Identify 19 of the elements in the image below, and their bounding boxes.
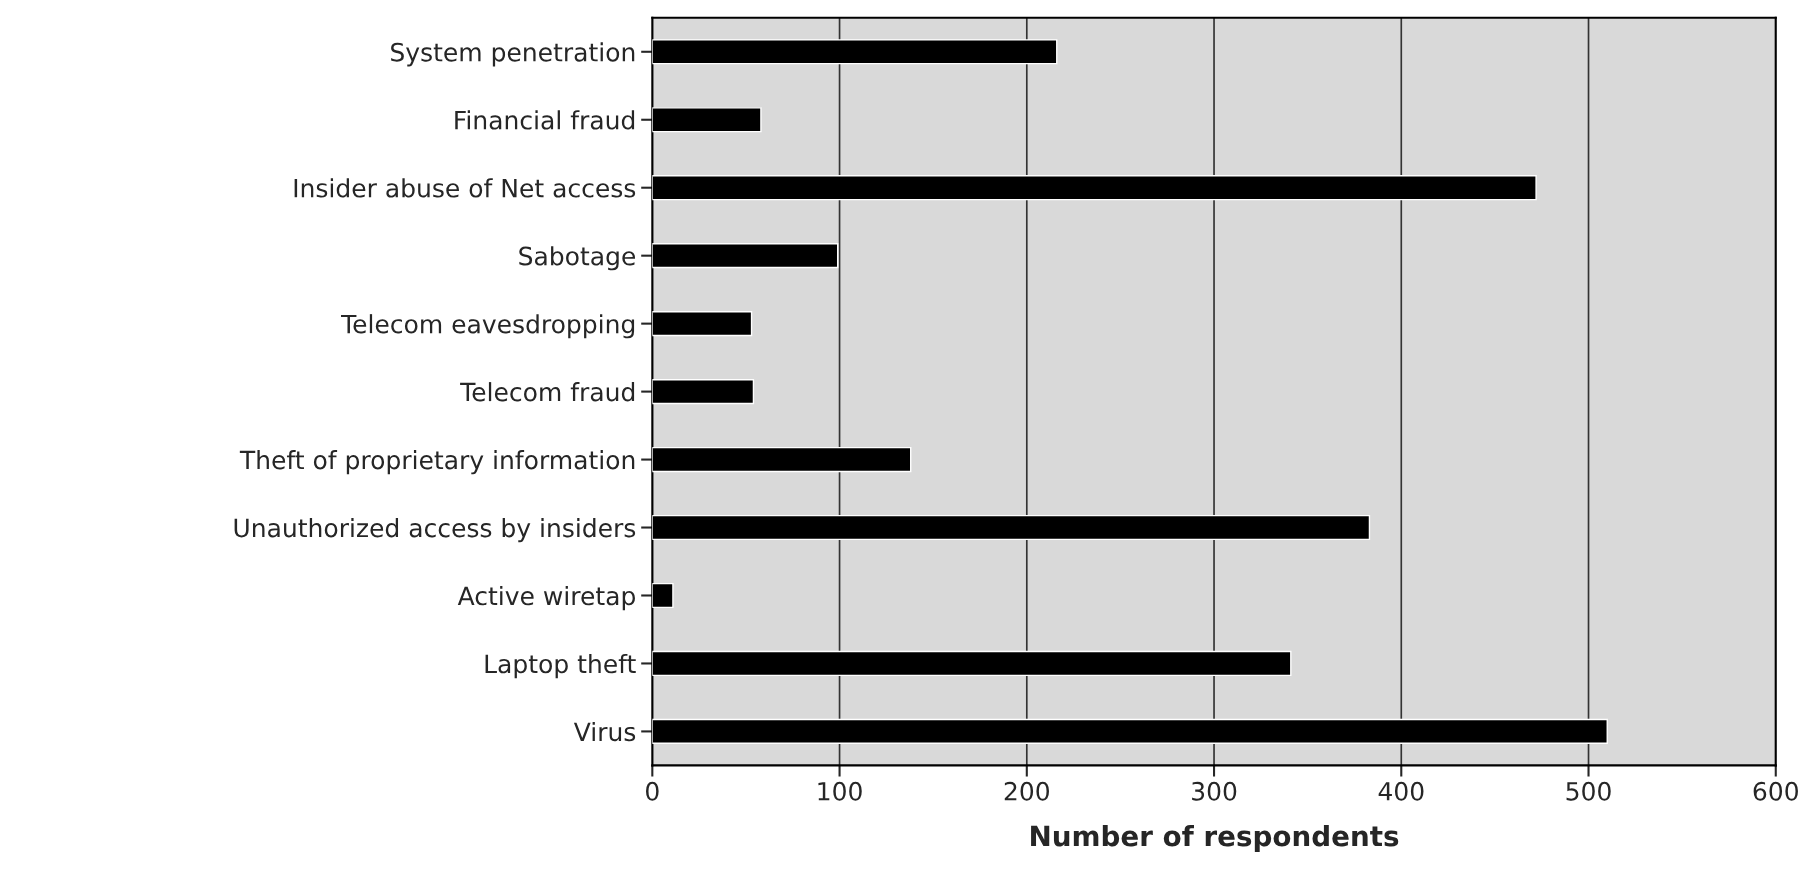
y-tick-label: Active wiretap: [457, 585, 635, 611]
y-tick-label: Telecom fraud: [460, 382, 635, 402]
y-tick-label: Virus: [573, 721, 636, 742]
x-tick-label: 200: [1004, 781, 1049, 801]
y-tick-label: Financial fraud: [455, 110, 635, 130]
y-tick-label: Theft of proprietary information: [239, 450, 635, 475]
x-tick-label: 100: [818, 781, 862, 801]
x-tick-label: 500: [1566, 781, 1611, 801]
y-tick-label: Sabotage: [519, 246, 636, 271]
y-tick-label: Unauthorized access by insiders: [234, 518, 636, 543]
x-tick-label: 300: [1192, 781, 1237, 801]
y-tick-label: Insider abuse of Net access: [294, 178, 636, 198]
x-axis-title: Number of respondents: [1031, 825, 1399, 852]
x-tick-label: 600: [1753, 781, 1798, 801]
y-tick-label: Telecom eavesdropping: [341, 314, 635, 339]
x-tick-label: 0: [646, 781, 659, 801]
y-tick-label: System penetration: [391, 42, 635, 67]
y-tick-label: Laptop theft: [485, 653, 636, 679]
x-tick-label: 400: [1378, 781, 1424, 801]
